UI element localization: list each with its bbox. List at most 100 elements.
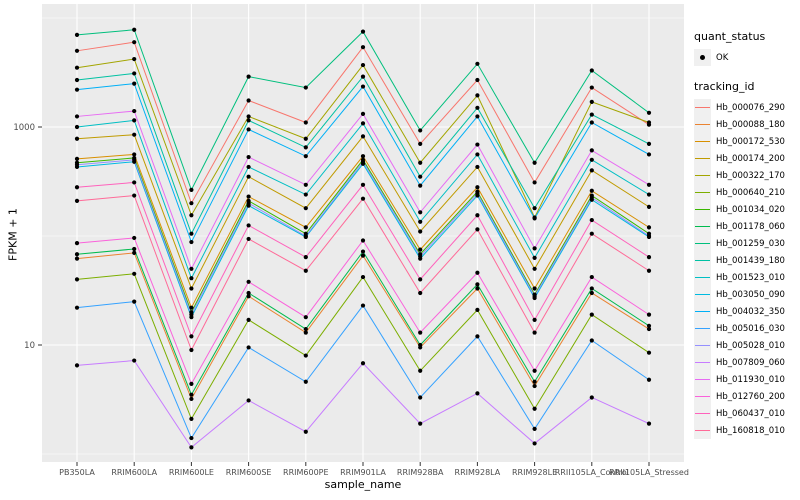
- data-point: [189, 347, 194, 353]
- data-point: [246, 98, 251, 103]
- data-point: [303, 192, 308, 197]
- x-tick-label: PB350LA: [59, 468, 95, 477]
- legend-color-line: [695, 277, 710, 278]
- legend-label: Hb_060437_010: [716, 408, 785, 419]
- data-point: [532, 368, 537, 373]
- legend-entry-Hb_060437_010: Hb_060437_010: [694, 405, 798, 422]
- data-point: [532, 383, 537, 389]
- legend-entry-Hb_004032_350: Hb_004032_350: [694, 303, 798, 320]
- legend-key-icon: [694, 303, 711, 320]
- data-point: [532, 216, 537, 221]
- legend-label: Hb_001523_010: [716, 272, 785, 283]
- data-point: [418, 210, 423, 215]
- data-point: [532, 206, 537, 211]
- data-point: [418, 277, 423, 282]
- data-point: [303, 85, 308, 90]
- legend-label: Hb_012760_200: [716, 391, 785, 402]
- data-point: [246, 290, 251, 296]
- legend-entry-Hb_000174_200: Hb_000174_200: [694, 150, 798, 167]
- data-point: [475, 152, 480, 157]
- data-point: [475, 286, 480, 291]
- legend-color-line: [695, 362, 710, 363]
- data-point: [303, 379, 308, 384]
- data-point: [418, 342, 423, 348]
- legend-key-icon: [694, 354, 711, 371]
- data-point: [418, 229, 423, 234]
- data-point: [246, 345, 251, 350]
- data-point: [589, 195, 594, 200]
- legend-color-line: [695, 192, 710, 193]
- x-tick-label: RRIM928BA: [397, 468, 444, 477]
- data-point: [132, 152, 137, 157]
- data-point: [189, 201, 194, 206]
- data-point: [189, 187, 194, 192]
- data-point: [646, 377, 652, 382]
- data-point: [303, 255, 308, 260]
- legend-label: Hb_000076_290: [716, 102, 785, 113]
- data-point: [189, 334, 194, 339]
- legend-color-line: [695, 175, 710, 176]
- legend-label: Hb_003050_090: [716, 289, 785, 300]
- x-tick-label: RRIM600SE: [226, 468, 272, 477]
- data-point: [418, 330, 423, 335]
- data-point: [132, 40, 137, 45]
- data-point: [189, 396, 194, 402]
- y-tick-label: 10: [24, 341, 35, 351]
- data-point: [74, 136, 80, 141]
- legend-color-line: [695, 226, 710, 227]
- data-point: [74, 156, 80, 161]
- data-point: [246, 201, 251, 206]
- data-point: [532, 266, 537, 271]
- data-point: [532, 160, 537, 165]
- legend-key-icon: [694, 286, 711, 303]
- data-point: [132, 250, 137, 255]
- legend-label: Hb_011930_010: [716, 374, 785, 385]
- legend-key-icon: [694, 320, 711, 337]
- data-point: [589, 312, 594, 317]
- data-point: [189, 305, 194, 310]
- x-tick-label: RRIM901LA: [340, 468, 386, 477]
- data-point: [246, 194, 251, 199]
- data-point: [360, 253, 366, 258]
- legend-entry-Hb_005028_010: Hb_005028_010: [694, 337, 798, 354]
- data-point: [74, 185, 80, 190]
- data-point: [589, 188, 594, 193]
- data-point: [475, 142, 480, 147]
- legend-label: Hb_001259_030: [716, 238, 785, 249]
- legend-entry-Hb_005016_030: Hb_005016_030: [694, 320, 798, 337]
- data-point: [418, 290, 423, 296]
- x-tick-label: RRII105LA_Stressed: [609, 468, 689, 477]
- legend-entry-Hb_003050_090: Hb_003050_090: [694, 286, 798, 303]
- data-point: [132, 271, 137, 276]
- data-point: [360, 62, 366, 68]
- data-point: [303, 154, 308, 159]
- data-point: [74, 363, 80, 368]
- data-point: [74, 241, 80, 246]
- data-point: [589, 231, 594, 236]
- data-point: [589, 274, 594, 280]
- data-point: [646, 182, 652, 187]
- data-point: [74, 114, 80, 119]
- legend-color-line: [695, 311, 710, 312]
- data-point: [589, 217, 594, 223]
- data-point: [360, 74, 366, 79]
- data-point: [532, 317, 537, 322]
- data-point: [646, 141, 652, 146]
- legend-entry-Hb_001259_030: Hb_001259_030: [694, 235, 798, 252]
- data-point: [360, 249, 366, 254]
- legend-tracking-entries: Hb_000076_290 Hb_000088_180 Hb_000172_530 H…: [694, 99, 798, 439]
- data-point: [132, 157, 137, 162]
- data-point: [303, 353, 308, 358]
- data-point: [360, 45, 366, 50]
- legend-key-ok: [694, 49, 711, 66]
- data-point: [303, 225, 308, 230]
- legend-entry-Hb_000088_180: Hb_000088_180: [694, 116, 798, 133]
- data-point: [246, 236, 251, 242]
- data-point: [475, 164, 480, 170]
- x-tick-label: RRII105LA_Control: [555, 468, 629, 477]
- data-point: [532, 426, 537, 431]
- data-point: [589, 290, 594, 296]
- legend-color-line: [695, 328, 710, 329]
- data-point: [646, 225, 652, 230]
- data-point: [132, 235, 137, 241]
